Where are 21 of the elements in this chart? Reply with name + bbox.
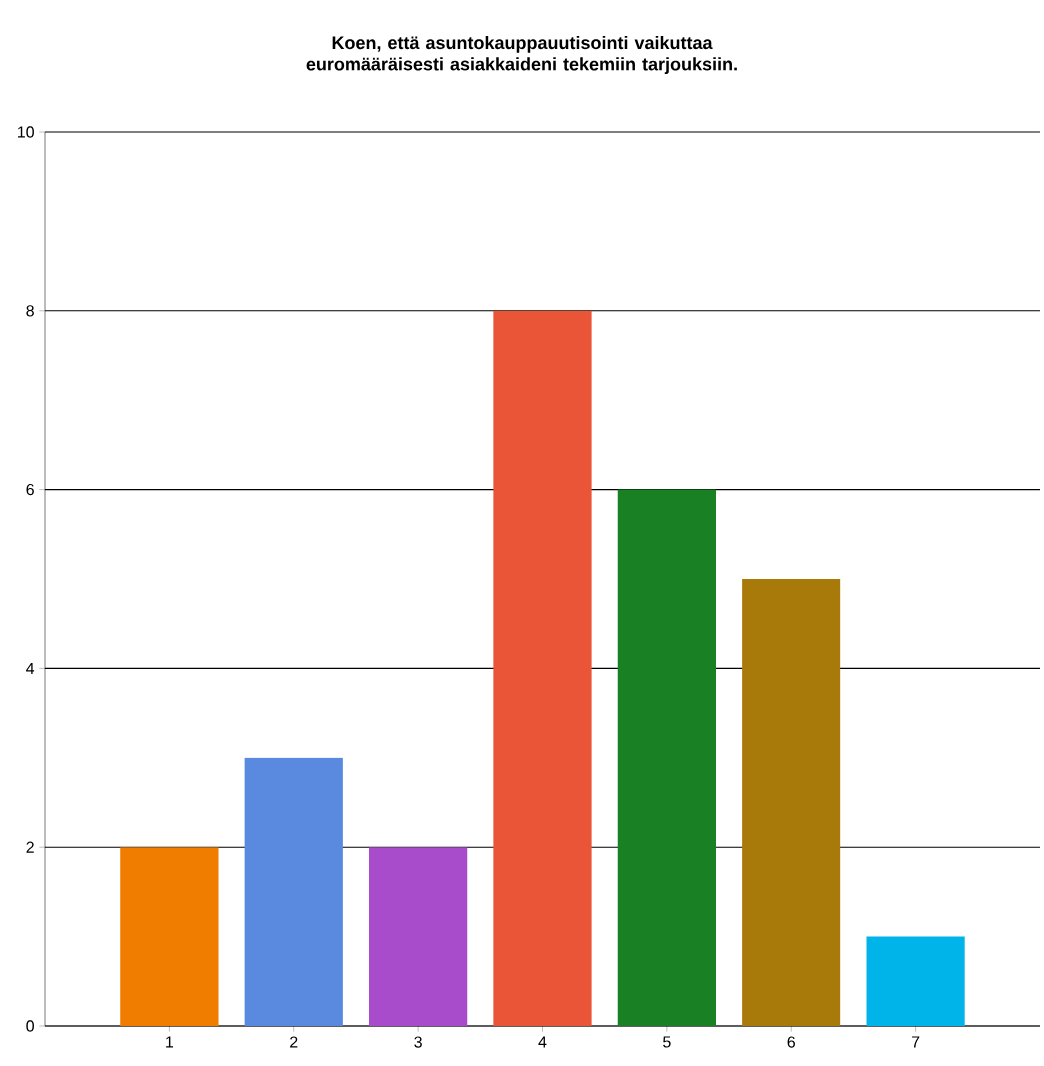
- y-tick-label: 2: [26, 841, 34, 853]
- x-tick-label: 7: [911, 1036, 920, 1048]
- y-tick-label: 10: [18, 126, 34, 138]
- bar: [617, 489, 716, 1026]
- bar: [120, 847, 219, 1026]
- x-tick-label: 5: [663, 1036, 671, 1048]
- bar: [244, 757, 343, 1026]
- x-tick-label: 6: [787, 1036, 795, 1048]
- x-tick-label: 3: [414, 1036, 422, 1048]
- y-tick-label: 8: [26, 305, 34, 317]
- chart-title: Koen, että asuntokauppauutisointi vaikuttaa euromääräisesti asiakkaideni tekemiin tarjouksiin.: [306, 35, 737, 75]
- bar: [742, 578, 841, 1026]
- bar: [369, 847, 468, 1026]
- x-tick-label: 1: [166, 1036, 174, 1048]
- y-tick-label: 4: [26, 662, 35, 674]
- bar: [866, 936, 965, 1026]
- x-tick-label: 4: [538, 1036, 547, 1048]
- y-tick-label: 6: [26, 483, 34, 496]
- y-tick-label: 0: [26, 1020, 34, 1032]
- bar: [493, 310, 592, 1026]
- x-tick-label: 2: [290, 1036, 298, 1048]
